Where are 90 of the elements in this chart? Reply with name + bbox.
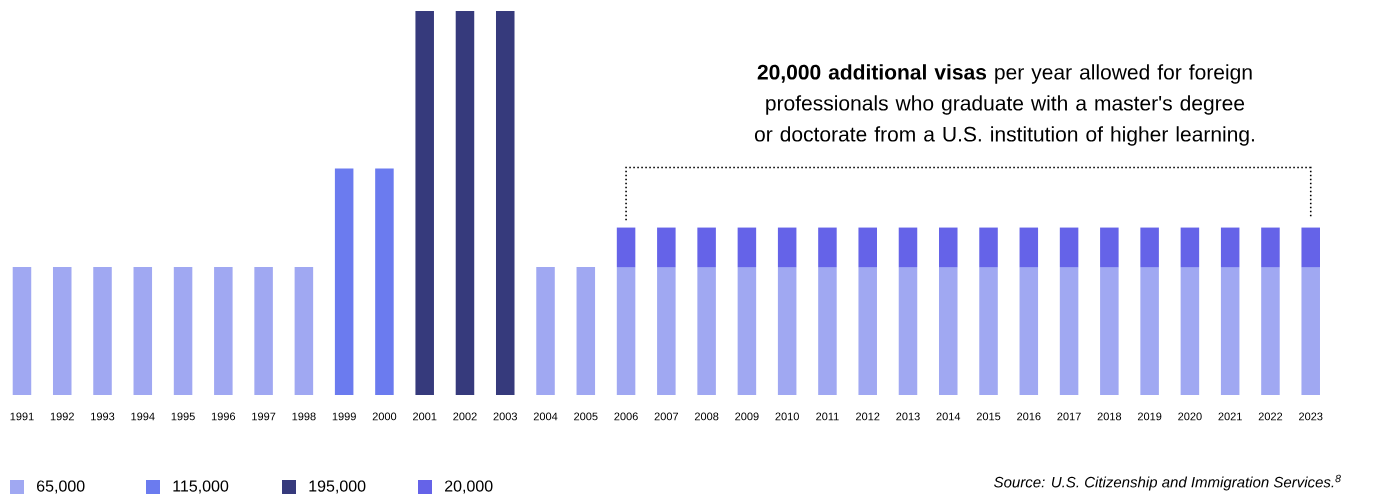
bar (979, 267, 998, 395)
bar (737, 227, 757, 268)
bar (93, 267, 112, 395)
bar (254, 267, 273, 395)
x-tick-label: 2010 (775, 412, 799, 421)
bar (1019, 267, 1039, 395)
bar (898, 227, 918, 268)
x-tick-label: 2009 (735, 412, 759, 421)
bar (1180, 267, 1200, 395)
x-tick-label: 2001 (413, 412, 437, 421)
x-tick-label: 2002 (453, 412, 477, 421)
legend-label: 20,000 (445, 480, 493, 494)
legend-label: 65,000 (37, 480, 85, 494)
x-tick-label: 2019 (1137, 412, 1162, 421)
bar (536, 267, 555, 395)
bar (334, 168, 354, 395)
x-tick-label: 1993 (91, 412, 115, 421)
bar (616, 227, 636, 268)
x-tick-label: 2003 (493, 412, 517, 421)
bar (1301, 267, 1320, 395)
bar (133, 267, 153, 395)
x-tick-label: 2014 (936, 412, 961, 421)
bar (1220, 267, 1240, 395)
bar (1059, 227, 1079, 268)
bar (737, 267, 757, 395)
x-tick-label: 2018 (1097, 412, 1122, 421)
bar (1261, 267, 1280, 395)
bar (455, 10, 475, 395)
x-tick-label: 2000 (372, 412, 397, 421)
x-tick-label: 2004 (533, 412, 558, 421)
bar (375, 168, 394, 395)
bar (939, 227, 958, 268)
bar (657, 267, 676, 395)
x-tick-label: 2017 (1057, 412, 1081, 421)
x-tick-label: 1999 (332, 412, 356, 421)
x-tick-label: 2013 (896, 412, 920, 421)
bar (777, 227, 797, 268)
x-tick-label: 1991 (10, 412, 34, 421)
bar (858, 227, 877, 268)
bar (415, 10, 434, 395)
text: Source: U.S. Citizenship and Immigration Services.$^{8}$ (994, 474, 1341, 491)
bar (1059, 267, 1079, 395)
bar (1140, 227, 1159, 268)
annotation: 20,000 additional visas per year allowed for foreign professionals who graduate with a master's degree or doctorate from a U.S. institution of higher learning. (754, 64, 1254, 146)
bar (495, 10, 515, 395)
bar (12, 267, 32, 395)
bar (777, 267, 797, 395)
x-tick-label: 1995 (171, 412, 195, 421)
x-tick-label: 2016 (1017, 412, 1041, 421)
bar (818, 267, 837, 395)
bar (1301, 227, 1320, 268)
bar (1140, 267, 1159, 395)
bar (576, 267, 596, 395)
x-tick-label: 2007 (654, 412, 679, 421)
x-tick-label: 1998 (292, 412, 316, 421)
x-tick-label: 2022 (1258, 412, 1283, 421)
x-tick-label: 2012 (856, 412, 880, 421)
bar (697, 267, 716, 395)
bar (1261, 227, 1280, 268)
x-tick-label: 2015 (976, 412, 1001, 421)
x-tick-label: 1997 (252, 412, 276, 421)
bar (979, 227, 998, 268)
x-tick-label: 2011 (816, 412, 839, 421)
bar (657, 227, 676, 268)
bar (1100, 267, 1119, 395)
bar (1100, 227, 1119, 268)
x-tick-label: 2020 (1178, 412, 1202, 421)
bar (214, 267, 233, 395)
bar (858, 267, 877, 395)
bar (1220, 227, 1240, 268)
bar (939, 267, 958, 395)
bar (898, 267, 918, 395)
x-tick-label: 2005 (574, 412, 598, 421)
x-tick-label: 2021 (1218, 412, 1242, 421)
bar (1180, 227, 1200, 268)
x-tick-label: 1994 (131, 412, 155, 421)
bar (818, 227, 837, 268)
x-tick-label: 2023 (1299, 412, 1323, 421)
bar (173, 267, 193, 395)
x-tick-label: 1996 (211, 412, 236, 421)
x-tick-label: 2008 (694, 412, 719, 421)
x-tick-label: 2006 (614, 412, 638, 421)
bar (294, 267, 314, 395)
bar (697, 227, 716, 268)
bar (616, 267, 636, 395)
legend-label: 115,000 (173, 480, 229, 494)
bar (1019, 227, 1039, 268)
x-tick-label: 1992 (50, 412, 74, 421)
bar (52, 267, 72, 395)
legend-label: 195,000 (309, 480, 366, 494)
